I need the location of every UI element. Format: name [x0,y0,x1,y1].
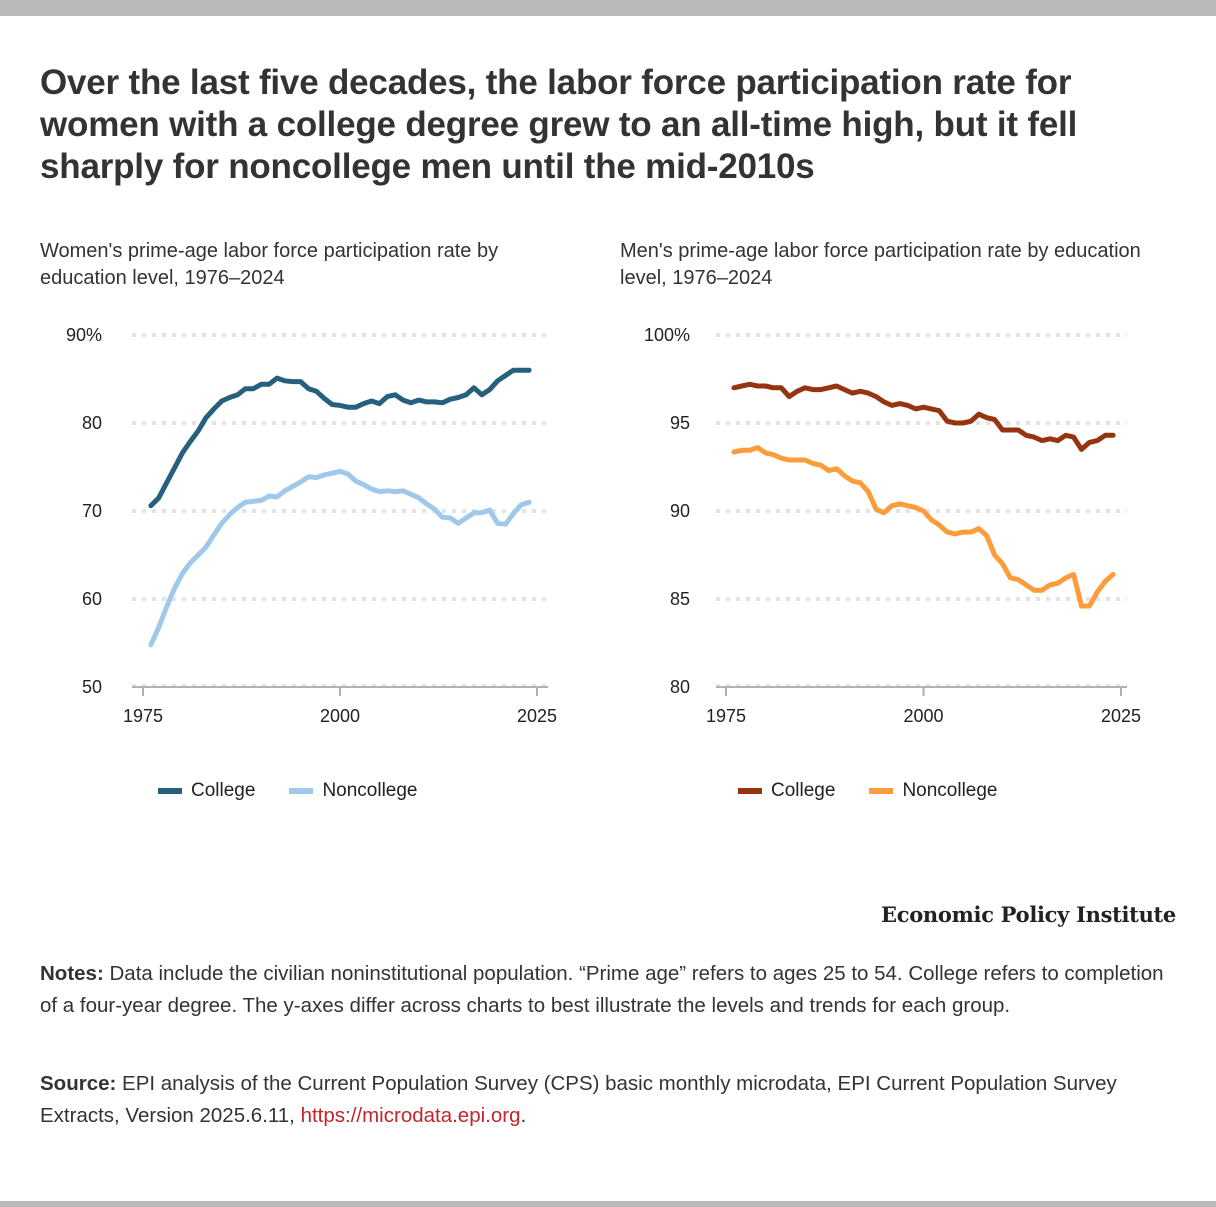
men-chart: 80 85 90 95 100% 1975 2000 2025 [644,325,1141,726]
legend-item-college[interactable]: College [738,780,835,802]
legend-label: College [771,780,836,801]
x-tick-label: 1975 [706,706,746,726]
source: Source: EPI analysis of the Current Popu… [40,1068,1180,1132]
women-chart-legend: College Noncollege [158,780,418,802]
source-label: Source: [40,1072,117,1095]
epi-logo: Economic Policy Institute [881,902,1176,927]
y-tick-label: 95 [670,413,690,433]
y-tick-label: 50 [82,677,102,697]
y-tick-label: 70 [82,501,102,521]
y-tick-label: 90% [66,325,102,345]
legend-swatch-icon [289,788,314,794]
legend-item-noncollege[interactable]: Noncollege [869,780,998,802]
notes: Notes: Data include the civilian noninst… [40,958,1180,1022]
right-chart-subtitle: Men's prime-age labor force participatio… [620,240,1141,289]
top-border-bar [0,0,1216,16]
left-chart-subtitle: Women's prime-age labor force participat… [40,240,499,289]
y-tick-label: 60 [82,589,102,609]
legend-item-college[interactable]: College [158,780,255,802]
legend-swatch-icon [738,788,762,794]
y-tick-label: 80 [82,413,102,433]
x-tick-label: 2000 [320,706,360,726]
women-chart: 50 60 70 80 90% 1975 2000 2025 [66,325,557,726]
source-period: . [520,1104,527,1127]
bottom-border-bar [0,1201,1216,1207]
y-tick-label: 100% [644,325,690,345]
figure-title: Over the last five decades, the labor fo… [40,63,1078,186]
series-line-noncollege [148,468,532,648]
legend-swatch-icon [158,788,182,794]
notes-label: Notes: [40,962,104,985]
series-line-college [148,367,532,509]
source-text: EPI analysis of the Current Population S… [40,1072,1117,1127]
legend-label: Noncollege [902,780,998,801]
x-tick-label: 1975 [123,706,163,726]
legend-label: Noncollege [322,780,418,801]
charts-canvas: 50 60 70 80 90% 1975 2000 2025 80 85 90 95 100% 1975… [66,325,1141,726]
source-link[interactable]: https://microdata.epi.org [300,1104,521,1127]
y-tick-label: 85 [670,589,690,609]
notes-text: Data include the civilian noninstitution… [40,962,1164,1017]
x-tick-label: 2025 [517,706,557,726]
series-line-college [731,381,1116,452]
y-tick-label: 90 [670,501,690,521]
legend-item-noncollege[interactable]: Noncollege [289,780,418,802]
legend-label: College [191,780,256,801]
x-tick-label: 2025 [1101,706,1141,726]
y-tick-label: 80 [670,677,690,697]
series-line-noncollege [731,445,1116,609]
legend-swatch-icon [869,788,894,794]
men-chart-legend: College Noncollege [738,780,998,802]
x-tick-label: 2000 [903,706,943,726]
